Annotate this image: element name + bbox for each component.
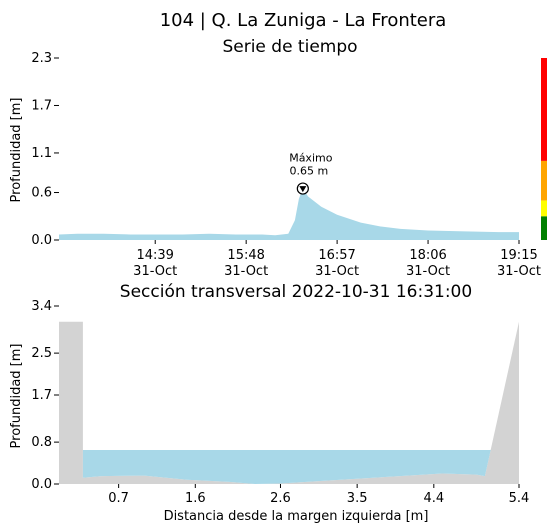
water-area (82, 449, 491, 484)
time-series-ylabel: Profundidad [m] (9, 98, 24, 203)
cross-section-yticks: 0.0 0.8 1.7 2.5 3.4 (31, 299, 59, 492)
time-series-area (59, 188, 519, 240)
alert-level-segment (541, 160, 547, 201)
alert-level-segment (541, 58, 547, 161)
max-marker-arrow-icon (299, 186, 307, 193)
xtick-date: 31-Oct (224, 264, 268, 279)
xtick-label: 2.6 (270, 491, 291, 506)
cross-section-title: Sección transversal 2022-10-31 16:31:00 (120, 282, 472, 302)
ytick-label: 1.1 (31, 146, 52, 161)
cross-section-xticks: 0.7 1.6 2.6 3.5 4.4 5.4 (108, 484, 529, 506)
time-series-yticks: 0.0 0.6 1.1 1.7 2.3 (31, 51, 59, 248)
xtick-date: 31-Oct (133, 264, 177, 279)
max-annotation-value: 0.65 m (289, 165, 328, 178)
ytick-label: 3.4 (31, 299, 52, 314)
xtick-label: 5.4 (509, 491, 530, 506)
alert-level-segment (541, 216, 547, 240)
cross-section-chart: Sección transversal 2022-10-31 16:31:00 … (9, 282, 529, 524)
ytick-label: 0.0 (31, 477, 52, 492)
ytick-label: 0.6 (31, 186, 52, 201)
xtick-date: 31-Oct (406, 264, 450, 279)
ytick-label: 2.5 (31, 346, 52, 361)
ytick-label: 0.0 (31, 233, 52, 248)
time-series-xticks: 14:3931-Oct15:4831-Oct16:5731-Oct18:0631… (133, 240, 541, 279)
time-series-chart: Serie de tiempo Profundidad [m] 0.0 0.6 1.… (9, 37, 547, 279)
ytick-label: 1.7 (31, 98, 52, 113)
xtick-time: 14:39 (136, 248, 173, 263)
alert-level-segment (541, 200, 547, 217)
ytick-label: 2.3 (31, 51, 52, 66)
cross-section-xlabel: Distancia desde la margen izquierda [m] (164, 509, 429, 524)
ytick-label: 0.8 (31, 435, 52, 450)
max-annotation: Máximo 0.65 m (289, 152, 333, 195)
cross-section-ylabel: Profundidad [m] (9, 344, 24, 449)
xtick-date: 31-Oct (497, 264, 541, 279)
xtick-date: 31-Oct (315, 264, 359, 279)
xtick-time: 15:48 (227, 248, 264, 263)
xtick-label: 3.5 (347, 491, 368, 506)
ytick-label: 1.7 (31, 388, 52, 403)
figure-title: 104 | Q. La Zuniga - La Frontera (160, 10, 447, 31)
alert-level-bar (541, 58, 547, 240)
xtick-time: 19:15 (500, 248, 537, 263)
xtick-label: 0.7 (108, 491, 129, 506)
max-annotation-label: Máximo (289, 152, 333, 165)
xtick-time: 18:06 (409, 248, 446, 263)
xtick-label: 4.4 (423, 491, 444, 506)
xtick-time: 16:57 (318, 248, 355, 263)
xtick-label: 1.6 (185, 491, 206, 506)
time-series-title: Serie de tiempo (222, 37, 357, 57)
